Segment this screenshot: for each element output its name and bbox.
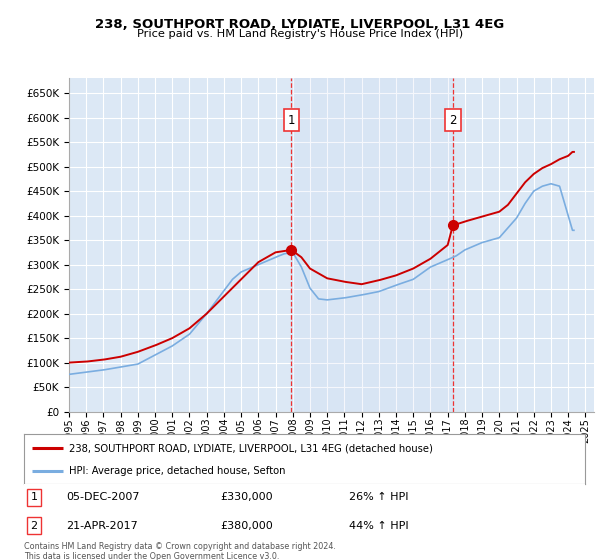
Text: HPI: Average price, detached house, Sefton: HPI: Average price, detached house, Seft… (69, 466, 286, 476)
Text: 238, SOUTHPORT ROAD, LYDIATE, LIVERPOOL, L31 4EG (detached house): 238, SOUTHPORT ROAD, LYDIATE, LIVERPOOL,… (69, 443, 433, 453)
Text: 44% ↑ HPI: 44% ↑ HPI (349, 521, 409, 531)
Text: 1: 1 (287, 114, 295, 127)
Text: 238, SOUTHPORT ROAD, LYDIATE, LIVERPOOL, L31 4EG: 238, SOUTHPORT ROAD, LYDIATE, LIVERPOOL,… (95, 18, 505, 31)
Text: £330,000: £330,000 (220, 492, 273, 502)
Text: 2: 2 (31, 521, 38, 531)
Text: £380,000: £380,000 (220, 521, 273, 531)
Text: 05-DEC-2007: 05-DEC-2007 (66, 492, 140, 502)
Text: 21-APR-2017: 21-APR-2017 (66, 521, 138, 531)
Text: Contains HM Land Registry data © Crown copyright and database right 2024.
This d: Contains HM Land Registry data © Crown c… (24, 542, 336, 560)
Text: Price paid vs. HM Land Registry's House Price Index (HPI): Price paid vs. HM Land Registry's House … (137, 29, 463, 39)
Text: 1: 1 (31, 492, 38, 502)
Bar (292, 78, 453, 412)
Text: 2: 2 (449, 114, 457, 127)
Text: 26% ↑ HPI: 26% ↑ HPI (349, 492, 409, 502)
